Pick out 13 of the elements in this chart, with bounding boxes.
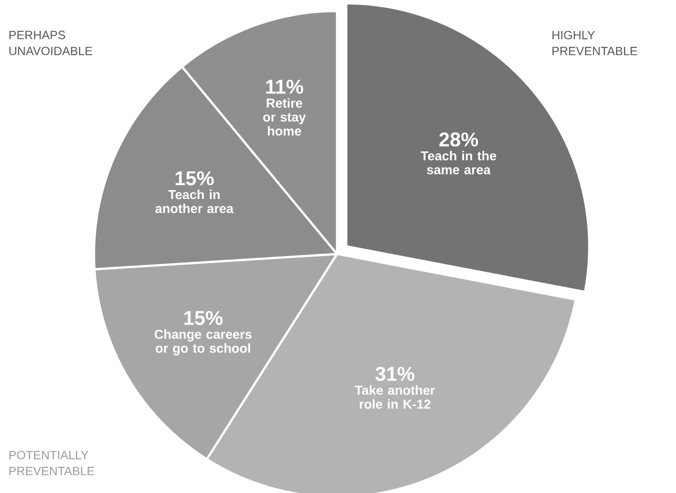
slice-label: Teach in another area — [155, 190, 234, 214]
slice-label: Retire or stay home — [263, 98, 306, 136]
data-label: 31% — [375, 366, 414, 381]
data-label: 28% — [439, 132, 478, 147]
data-label: 15% — [176, 171, 214, 186]
data-label: 15% — [184, 310, 223, 325]
text: POTENTIALLY PREVENTABLE — [10, 450, 94, 476]
slice-label: Teach in the same area — [420, 150, 496, 174]
slice-label: Take another role in K-12 — [354, 385, 435, 409]
text: HIGHLY PREVENTABLE — [552, 30, 638, 56]
slice-label: Change careers or go to school — [154, 329, 252, 356]
text: PERHAPS UNAVOIDABLE — [9, 30, 92, 56]
data-label: 11% — [266, 80, 304, 94]
